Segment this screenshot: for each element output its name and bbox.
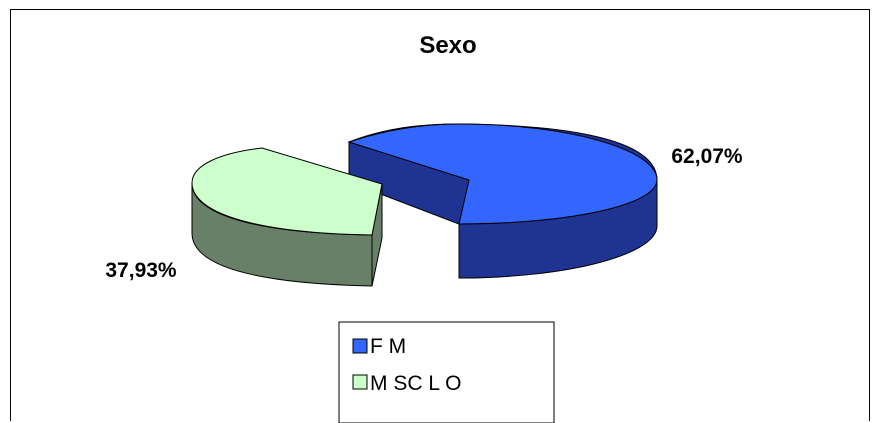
legend-label-m: M SC L O	[370, 372, 461, 395]
legend-label-f: F M	[370, 335, 406, 358]
legend-box	[338, 321, 555, 423]
legend-swatch-f	[352, 338, 368, 354]
chart-title: Sexo	[419, 32, 476, 59]
data-label-m: 37,93%	[105, 259, 177, 282]
legend: F M M SC L O	[338, 321, 555, 423]
data-label-f: 62,07%	[671, 145, 743, 168]
slice-m-top	[191, 147, 383, 236]
slice-m	[191, 147, 383, 287]
slice-f	[347, 123, 658, 279]
slice-f-front	[458, 179, 658, 279]
legend-swatch-m	[352, 374, 368, 390]
